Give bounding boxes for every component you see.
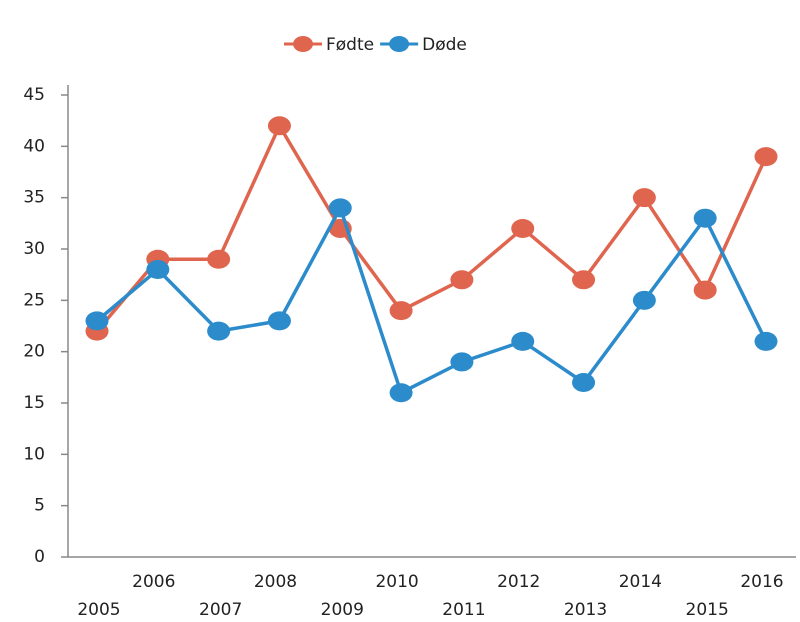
data-point [511,331,535,351]
data-point [572,372,596,392]
y-tick-label: 20 [23,342,45,362]
data-point [85,311,109,331]
series-line [95,203,768,396]
data-point [207,249,231,269]
data-point [328,198,352,218]
data-point [632,290,656,310]
x-tick-label: 2008 [254,572,297,592]
y-tick-label: 5 [34,496,45,516]
x-tick-label: 2010 [375,572,418,592]
legend-label: Fødte [326,35,374,55]
x-tick-label: 2013 [564,600,607,620]
y-tick-label: 10 [23,444,45,464]
x-tick-label: 2014 [619,572,662,592]
x-tick-label: 2005 [77,600,120,620]
x-tick-label: 2011 [442,600,485,620]
y-tick-label: 15 [23,393,45,413]
y-tick-label: 30 [23,239,45,259]
data-point [389,383,413,403]
x-tick-label: 2007 [199,600,242,620]
data-point [450,352,474,372]
data-point [632,188,656,208]
data-point [389,301,413,321]
legend-label: Døde [422,35,467,55]
legend-marker [389,36,410,52]
data-point [754,147,778,167]
x-tick-label: 2006 [132,572,175,592]
data-point [693,208,717,228]
data-point [267,116,291,136]
data-point [146,260,170,280]
data-point [572,270,596,290]
legend: Fødte Døde [284,35,467,55]
data-point [267,311,291,331]
x-tick-label: 2015 [686,600,729,620]
x-tick-label: 2012 [497,572,540,592]
y-tick-label: 45 [23,85,45,105]
legend-marker [293,36,313,52]
y-tick-label: 40 [23,136,45,156]
y-tick-label: 0 [34,547,45,567]
data-point [450,270,474,290]
x-tick-label: 2016 [740,572,783,592]
data-point [207,321,231,341]
y-tick-label: 35 [23,188,45,208]
data-point [693,280,717,300]
x-tick-label: 2009 [321,600,364,620]
y-tick-label: 25 [23,290,45,310]
data-point [511,218,535,238]
data-point [754,331,778,351]
